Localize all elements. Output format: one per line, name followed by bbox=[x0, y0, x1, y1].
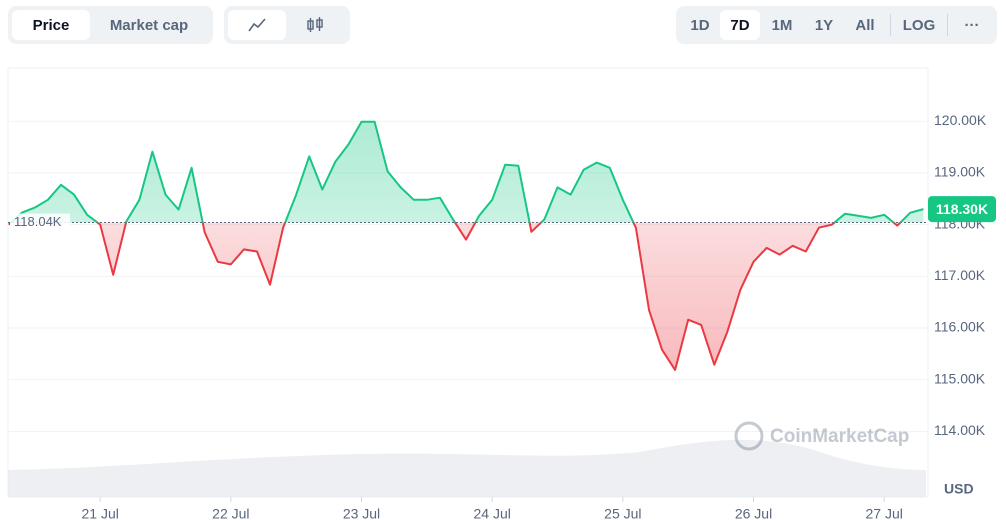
separator bbox=[947, 14, 948, 36]
y-tick-label: 114.00K bbox=[934, 422, 986, 438]
baseline-label-bg bbox=[10, 213, 70, 232]
range-group: 1D 7D 1M 1Y All LOG ··· bbox=[676, 6, 997, 44]
range-button[interactable]: 1M bbox=[771, 16, 793, 34]
x-tick-label: 22 Jul bbox=[212, 506, 249, 520]
baseline-label: 118.04K bbox=[14, 214, 62, 229]
tab[interactable]: Price bbox=[12, 10, 90, 40]
candle-chart-button[interactable] bbox=[286, 10, 344, 40]
y-tick-label: 116.00K bbox=[934, 319, 986, 335]
x-tick-label: 25 Jul bbox=[604, 506, 641, 520]
range-button[interactable]: 1D bbox=[690, 16, 710, 34]
separator bbox=[890, 14, 891, 36]
line-icon bbox=[248, 18, 266, 32]
x-tick-label: 24 Jul bbox=[473, 506, 510, 520]
more-button[interactable]: ··· bbox=[964, 16, 980, 34]
line-chart-button[interactable] bbox=[228, 10, 286, 40]
chart-type-group bbox=[224, 6, 350, 44]
y-tick-label: 120.00K bbox=[934, 112, 987, 128]
x-tick-label: 26 Jul bbox=[735, 506, 772, 520]
y-tick-label: 115.00K bbox=[934, 370, 986, 386]
y-tick-label: 117.00K bbox=[934, 267, 986, 283]
range-button[interactable]: 7D bbox=[720, 10, 760, 40]
watermark-text: CoinMarketCap bbox=[770, 426, 909, 447]
candle-icon bbox=[307, 17, 323, 32]
log-button[interactable]: LOG bbox=[902, 16, 936, 34]
x-tick-label: 27 Jul bbox=[866, 506, 903, 520]
price-area-down bbox=[8, 222, 901, 370]
tab[interactable]: Market cap bbox=[109, 16, 189, 34]
range-button[interactable]: All bbox=[855, 16, 875, 34]
grid: 114.00K115.00K116.00K117.00K118.00K119.0… bbox=[8, 112, 987, 520]
range-button[interactable]: 1Y bbox=[814, 16, 834, 34]
tab-group: Price Market cap bbox=[8, 6, 213, 44]
current-price-badge bbox=[928, 196, 996, 223]
price-line-up bbox=[9, 120, 924, 223]
y-tick-label: 119.00K bbox=[934, 164, 986, 180]
series: 118.04K 118.30K bbox=[8, 120, 996, 371]
y-unit: USD bbox=[944, 481, 974, 497]
watermark: CoinMarketCap bbox=[734, 421, 909, 451]
x-tick-label: 23 Jul bbox=[343, 506, 380, 520]
current-price-label: 118.30K bbox=[936, 201, 988, 217]
volume-area bbox=[8, 439, 926, 497]
x-tick-label: 21 Jul bbox=[81, 506, 118, 520]
price-line-down bbox=[8, 222, 902, 371]
